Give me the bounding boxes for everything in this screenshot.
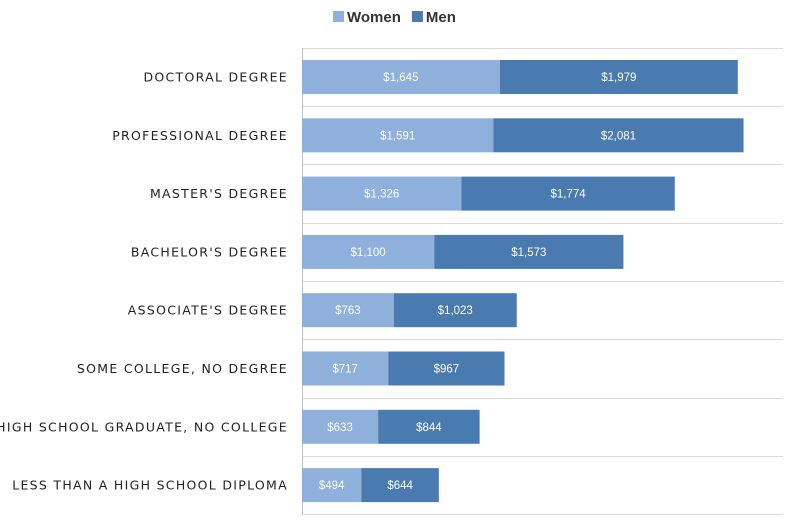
- bar-men-doctoral-degree: [499, 60, 738, 94]
- bar-area: [302, 60, 744, 503]
- value-label-men-high-school-graduate-no-college: $844: [416, 422, 442, 434]
- category-labels: DOCTORAL DEGREE PROFESSIONAL DEGREE MASTER…: [0, 70, 288, 493]
- bar-women-master-s-degree: [302, 176, 462, 211]
- legend-swatch-women: [333, 11, 344, 22]
- bar-men-less-than-a-high-school-diploma: [361, 468, 439, 503]
- bar-women-some-college-no-degree: [302, 351, 389, 386]
- bar-men-professional-degree: [493, 118, 744, 153]
- bar-men-some-college-no-degree: [388, 351, 505, 386]
- value-label-women-master-s-degree: $1,326: [364, 189, 399, 201]
- category-label-bachelor-s-degree: BACHELOR'S DEGREE: [131, 244, 288, 259]
- category-gridlines: [302, 48, 783, 515]
- bar-men-bachelor-s-degree: [434, 234, 624, 269]
- value-label-men-professional-degree: $2,081: [601, 130, 636, 142]
- category-label-doctoral-degree: DOCTORAL DEGREE: [143, 70, 288, 85]
- value-label-men-less-than-a-high-school-diploma: $644: [387, 480, 413, 492]
- bar-women-associate-s-degree: [302, 293, 394, 328]
- category-label-associate-s-degree: ASSOCIATE'S DEGREE: [128, 303, 288, 318]
- bar-men-high-school-graduate-no-college: [378, 409, 480, 444]
- category-label-high-school-graduate-no-college: HIGH SCHOOL GRADUATE, NO COLLEGE: [0, 419, 288, 434]
- bar-women-high-school-graduate-no-college: [302, 409, 379, 444]
- value-label-men-bachelor-s-degree: $1,573: [511, 247, 546, 259]
- value-label-women-less-than-a-high-school-diploma: $494: [319, 480, 345, 492]
- legend-label-women: Women: [347, 9, 401, 26]
- value-label-women-doctoral-degree: $1,645: [383, 72, 418, 84]
- category-label-less-than-a-high-school-diploma: LESS THAN A HIGH SCHOOL DIPLOMA: [12, 478, 288, 493]
- value-label-women-high-school-graduate-no-college: $633: [327, 422, 353, 434]
- value-label-women-professional-degree: $1,591: [380, 130, 415, 142]
- category-label-master-s-degree: MASTER'S DEGREE: [150, 186, 288, 201]
- category-label-professional-degree: PROFESSIONAL DEGREE: [112, 128, 288, 143]
- bar-women-professional-degree: [302, 118, 494, 153]
- bar-men-master-s-degree: [461, 176, 675, 211]
- value-label-women-associate-s-degree: $763: [335, 305, 361, 317]
- bar-men-associate-s-degree: [393, 293, 517, 328]
- category-label-some-college-no-degree: SOME COLLEGE, NO DEGREE: [77, 361, 288, 376]
- value-label-men-doctoral-degree: $1,979: [601, 72, 636, 84]
- value-label-women-bachelor-s-degree: $1,100: [351, 247, 386, 259]
- bar-women-bachelor-s-degree: [302, 234, 435, 269]
- legend-label-men: Men: [426, 9, 456, 26]
- value-label-men-some-college-no-degree: $967: [434, 364, 460, 376]
- bar-women-doctoral-degree: [302, 60, 500, 94]
- value-label-women-some-college-no-degree: $717: [332, 364, 358, 376]
- value-label-men-associate-s-degree: $1,023: [438, 305, 473, 317]
- value-label-men-master-s-degree: $1,774: [551, 189, 587, 201]
- chart-legend: Women Men: [333, 9, 456, 26]
- bar-women-less-than-a-high-school-diploma: [302, 468, 362, 503]
- legend-swatch-men: [411, 11, 423, 22]
- value-labels: $1,645 $1,979 $1,591 $2,081 $1,326 $1,774 $1,1…: [319, 72, 636, 492]
